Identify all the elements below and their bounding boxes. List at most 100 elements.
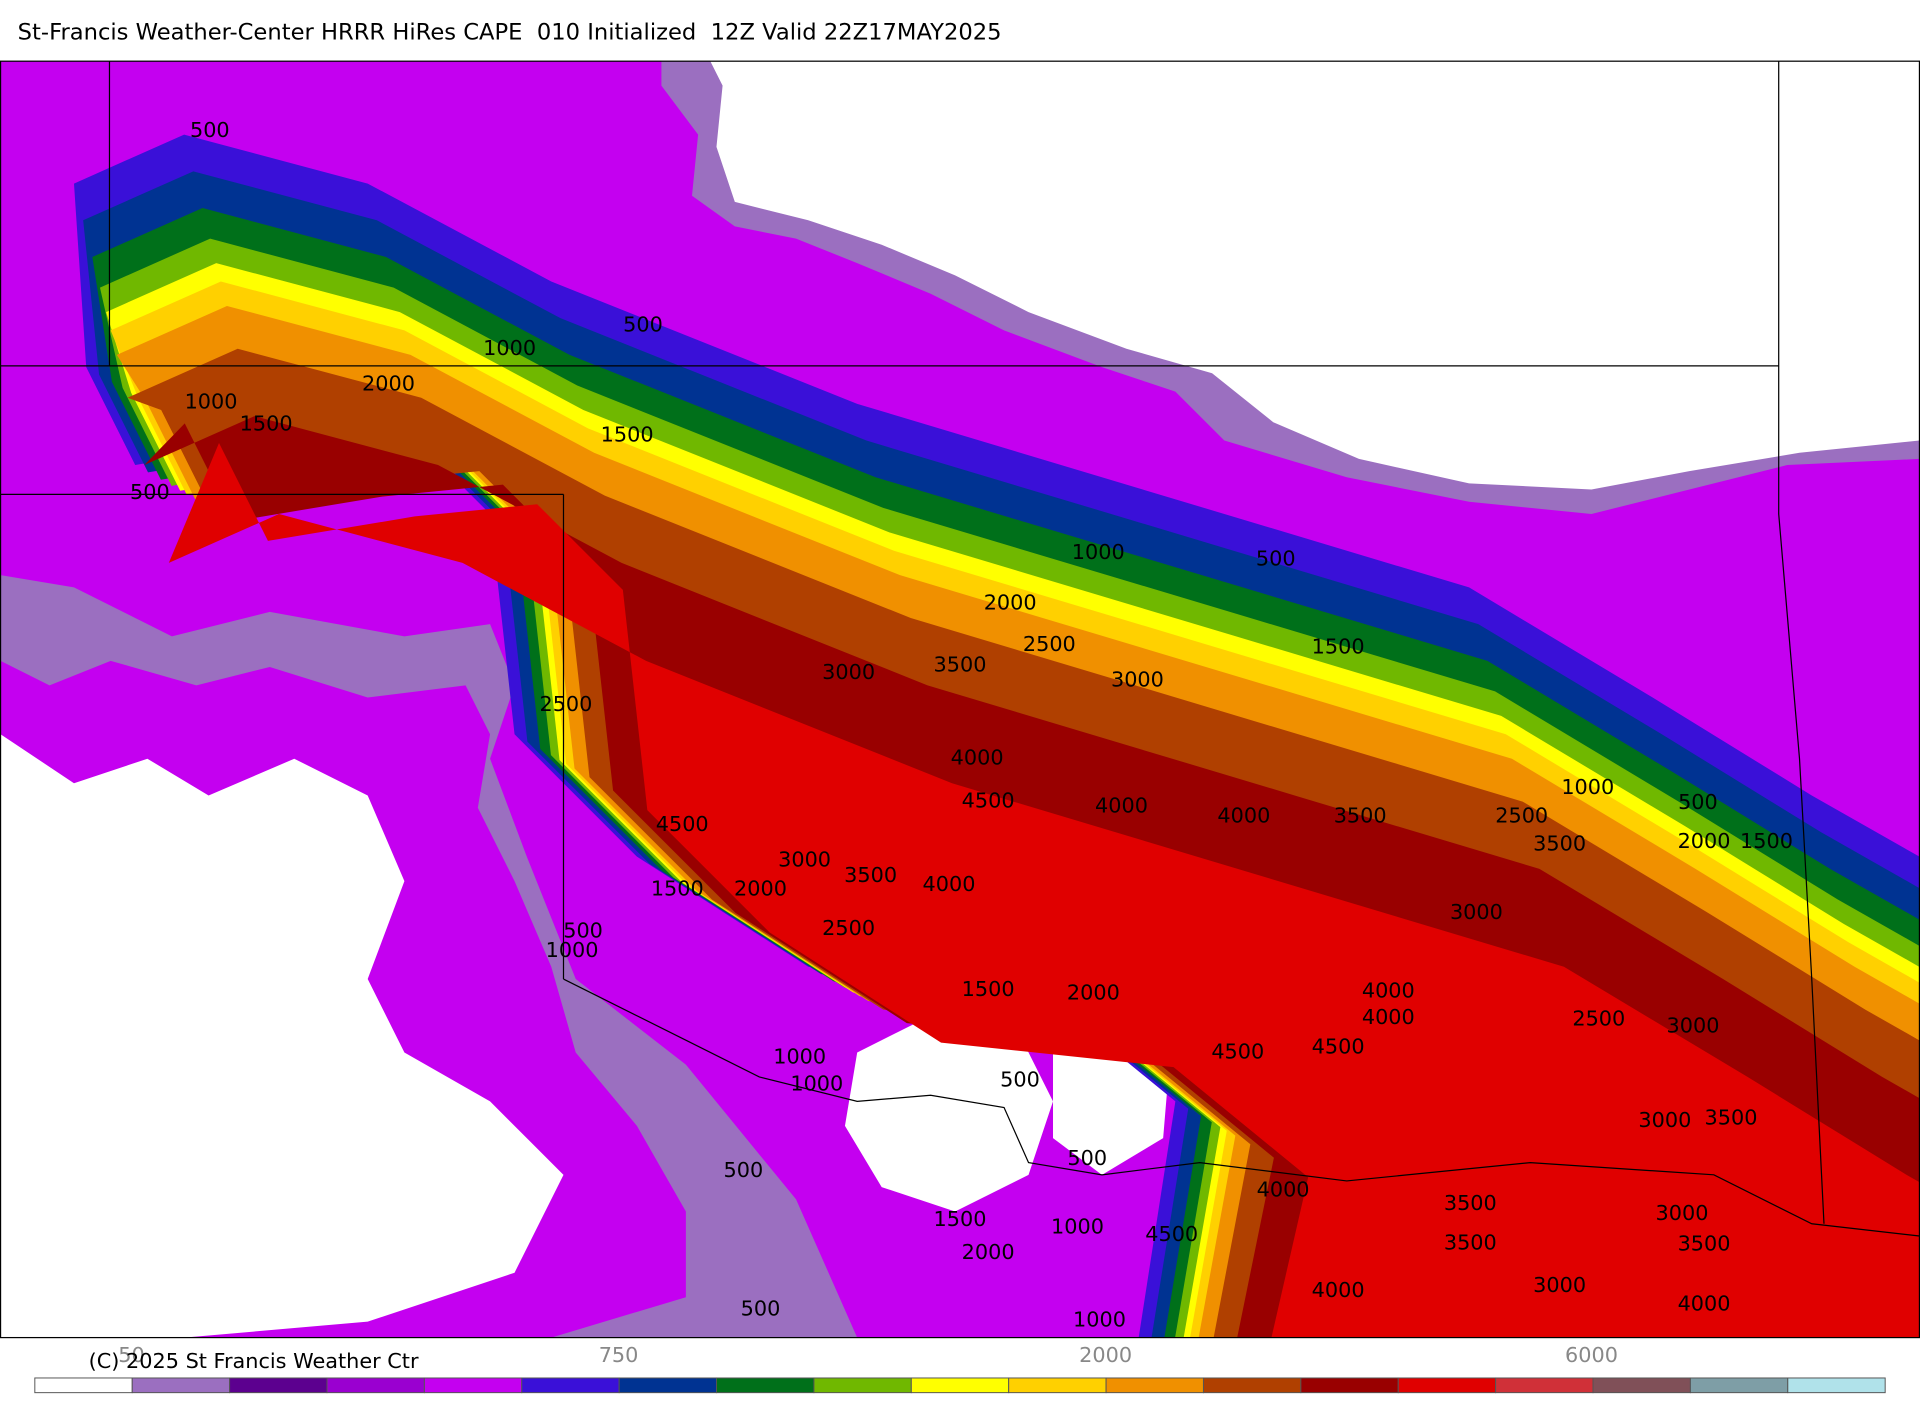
no-cape-region: [844, 1015, 1054, 1212]
contour-label: 2000: [1678, 829, 1731, 853]
colorbar-swatch: [1300, 1377, 1399, 1394]
colorbar-swatch: [813, 1377, 912, 1394]
contour-label: 1000: [483, 336, 536, 360]
contour-label: 3500: [1678, 1232, 1731, 1256]
contour-label: 3000: [1533, 1273, 1586, 1297]
border: [1778, 513, 1825, 1224]
colorbar-label: 750: [599, 1343, 639, 1367]
cape-bands: [73, 134, 1920, 1338]
contour-label: 3000: [1667, 1014, 1720, 1038]
colorbar-swatch: [1008, 1377, 1107, 1394]
title: St-Francis Weather-Center HRRR HiRes CAP…: [18, 20, 1002, 46]
colorbar-swatch: [1202, 1377, 1302, 1394]
colorbar-swatch: [1495, 1377, 1594, 1394]
colorbar-swatch: [131, 1377, 231, 1394]
contour-label: 4000: [1095, 793, 1148, 817]
cape-band: [168, 443, 1920, 1338]
contour-label: 500: [623, 313, 663, 337]
contour-label: 1500: [1312, 634, 1365, 658]
contour-label: 2500: [1495, 803, 1548, 827]
contour-label: 3500: [1444, 1191, 1497, 1215]
no-cape-region: [710, 61, 1920, 490]
colorbar-label: 50: [118, 1343, 144, 1367]
copyright: (C) 2025 St Francis Weather Ctr: [89, 1349, 419, 1373]
contour-label: 2000: [734, 877, 787, 901]
contour-label: 3500: [844, 863, 897, 887]
contour-label: 500: [1000, 1068, 1040, 1092]
contour-label: 4500: [962, 789, 1015, 813]
contour-label: 2000: [984, 590, 1037, 614]
contour-label: 3500: [934, 653, 987, 677]
colorbar-swatch: [326, 1377, 425, 1394]
contour-label: 3500: [1705, 1106, 1758, 1130]
colorbar-swatch: [34, 1377, 133, 1394]
contour-label: 1000: [1051, 1214, 1104, 1238]
contour-label: 3000: [1450, 900, 1503, 924]
colorbar-swatch: [1592, 1377, 1691, 1394]
colorbar-swatch: [716, 1377, 815, 1394]
contour-label: 4000: [923, 872, 976, 896]
colorbar-swatch: [1105, 1377, 1204, 1394]
contour-label: 2500: [1572, 1006, 1625, 1030]
border: [563, 978, 1920, 1237]
contour-label: 1000: [790, 1071, 843, 1095]
colorbar: 50 750 2000 6000: [34, 1343, 1886, 1394]
contour-label: 2000: [962, 1240, 1015, 1264]
colorbar-label: 6000: [1565, 1343, 1618, 1367]
contour-label: 2500: [539, 692, 592, 716]
contour-label: 1500: [240, 412, 293, 436]
colorbar-swatch: [1689, 1377, 1789, 1394]
contour-label: 1000: [1072, 540, 1125, 564]
contour-label: 1000: [546, 938, 599, 962]
contour-label: 500: [724, 1158, 764, 1182]
colorbar-label: 2000: [1079, 1343, 1132, 1367]
contour-label: 500: [190, 118, 230, 142]
contour-label: 4000: [1257, 1178, 1310, 1202]
contour-label: 1000: [185, 390, 238, 414]
colorbar-swatch: [1787, 1377, 1886, 1394]
colorbar-swatch: [618, 1377, 718, 1394]
contour-label: 4500: [1312, 1035, 1365, 1059]
contour-label: 500: [1067, 1146, 1107, 1170]
contour-label: 500: [563, 918, 603, 942]
colorbar-swatch: [423, 1377, 523, 1394]
contour-label: 1500: [962, 977, 1015, 1001]
contour-label: 1000: [773, 1044, 826, 1068]
contour-label: 4500: [1211, 1039, 1264, 1063]
contour-label: 500: [130, 480, 170, 504]
contour-label: 4000: [1362, 978, 1415, 1002]
contour-label: 2500: [822, 916, 875, 940]
colorbar-swatch: [910, 1377, 1010, 1394]
contour-label: 3000: [822, 660, 875, 684]
colorbar-swatch: [229, 1377, 328, 1394]
colorbar-swatch: [521, 1377, 620, 1394]
contour-label: 3000: [1638, 1108, 1691, 1132]
contour-label: 4000: [1362, 1005, 1415, 1029]
contour-label: 500: [1256, 546, 1296, 570]
contour-label: 3500: [1533, 831, 1586, 855]
contour-label: 3000: [1111, 667, 1164, 691]
contour-label: 1500: [934, 1207, 987, 1231]
contour-label: 1000: [1561, 775, 1614, 799]
contour-label: 4500: [1145, 1222, 1198, 1246]
contour-label: 4000: [1678, 1292, 1731, 1316]
contour-label: 4000: [951, 746, 1004, 770]
contour-label: 2000: [362, 371, 415, 395]
contour-label: 3500: [1334, 803, 1387, 827]
contour-label: 3000: [1656, 1201, 1709, 1225]
contour-label: 3500: [1444, 1230, 1497, 1254]
no-cape-region: [0, 734, 564, 1338]
contour-label: 1000: [1073, 1307, 1126, 1331]
contour-label: 2000: [1067, 981, 1120, 1005]
colorbar-swatch: [1397, 1377, 1497, 1394]
contour-label: 2500: [1023, 632, 1076, 656]
contour-label: 4500: [656, 812, 709, 836]
contour-label: 1500: [1740, 829, 1793, 853]
contour-label: 3000: [778, 847, 831, 871]
contour-label: 1500: [651, 877, 704, 901]
map-frame: [0, 60, 1920, 1339]
contour-label: 500: [741, 1296, 781, 1320]
